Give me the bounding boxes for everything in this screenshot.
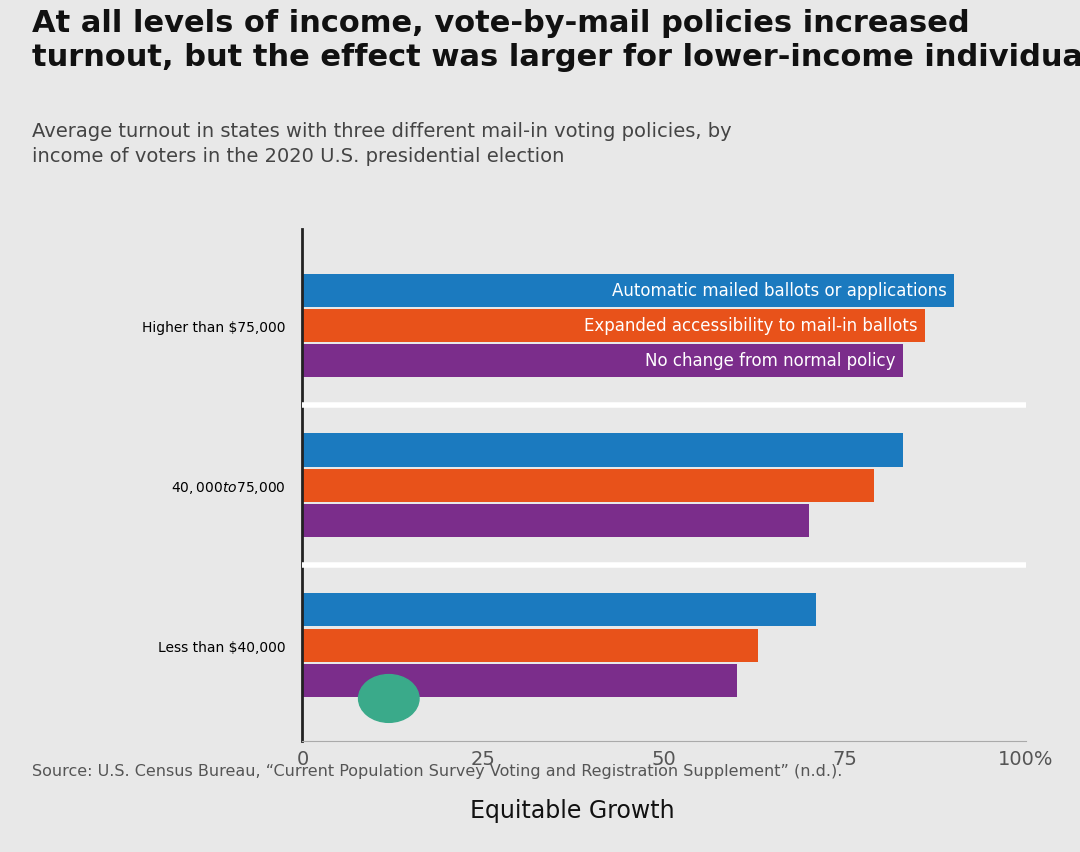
Bar	[302, 344, 903, 377]
Text: Average turnout in states with three different mail-in voting policies, by
incom: Average turnout in states with three dif…	[32, 122, 732, 165]
Text: At all levels of income, vote-by-mail policies increased
turnout, but the effect: At all levels of income, vote-by-mail po…	[32, 9, 1080, 72]
Bar	[302, 469, 874, 502]
Text: Expanded accessibility to mail-in ballots: Expanded accessibility to mail-in ballot…	[584, 317, 918, 335]
Bar	[302, 594, 816, 627]
Bar	[302, 309, 924, 343]
Bar	[302, 664, 737, 697]
Bar	[302, 629, 758, 662]
Bar	[302, 504, 809, 538]
Bar	[302, 434, 903, 467]
Bar	[302, 274, 954, 308]
Text: Source: U.S. Census Bureau, “Current Population Survey Voting and Registration S: Source: U.S. Census Bureau, “Current Pop…	[32, 763, 842, 779]
Text: No change from normal policy: No change from normal policy	[645, 352, 895, 370]
Text: Automatic mailed ballots or applications: Automatic mailed ballots or applications	[611, 282, 946, 300]
Text: Equitable Growth: Equitable Growth	[470, 798, 674, 822]
